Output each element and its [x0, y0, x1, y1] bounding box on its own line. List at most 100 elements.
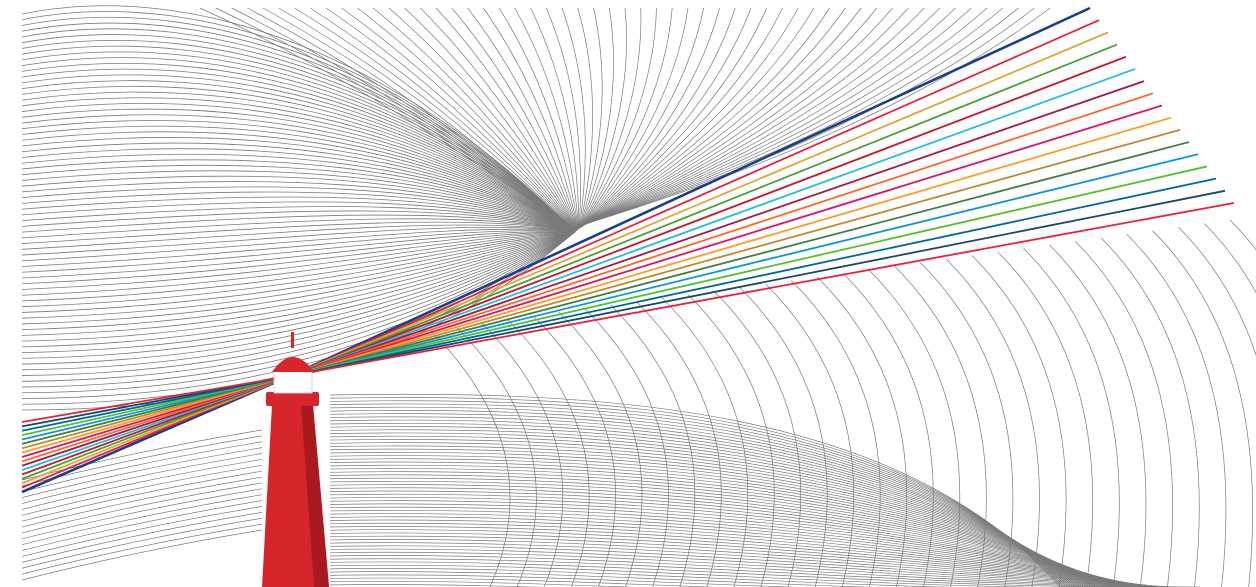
background-line	[329, 510, 1146, 587]
background-line	[21, 164, 576, 233]
background-line	[435, 7, 579, 230]
background-line	[329, 487, 1129, 587]
lighthouse	[262, 332, 329, 587]
background-line	[21, 529, 263, 581]
background-line	[329, 500, 1139, 587]
background-line	[579, 7, 614, 229]
background-line	[558, 312, 643, 587]
background-line	[429, 329, 511, 587]
background-line	[580, 7, 689, 228]
background-line	[584, 7, 1019, 225]
background-line	[582, 7, 862, 227]
background-line	[21, 85, 576, 233]
background-line	[582, 7, 893, 226]
background-line	[1100, 237, 1200, 587]
background-line	[329, 458, 1108, 587]
background-line	[21, 62, 576, 233]
background-line	[1178, 226, 1256, 357]
background-line	[530, 7, 580, 229]
background-line	[309, 7, 577, 232]
lighthouse-lantern-room	[273, 369, 313, 394]
background-line	[21, 231, 576, 319]
background-line	[580, 7, 657, 228]
background-line	[329, 555, 1179, 587]
background-line	[971, 255, 1067, 587]
background-line	[329, 429, 1087, 587]
background-line	[21, 459, 263, 510]
background-line	[920, 262, 1014, 587]
background-line	[21, 224, 576, 250]
background-line	[842, 272, 934, 587]
background-line	[687, 294, 775, 587]
background-line	[329, 526, 1158, 587]
background-line	[329, 480, 1125, 587]
background-line	[583, 7, 941, 226]
background-line	[231, 7, 576, 232]
background-line	[21, 153, 576, 233]
background-line	[662, 297, 749, 587]
background-line	[21, 231, 576, 308]
background-line	[329, 477, 1122, 587]
background-line	[21, 231, 576, 388]
background-line	[21, 170, 576, 233]
background-line	[329, 548, 1174, 587]
background-line	[21, 231, 576, 342]
background-line	[329, 445, 1099, 587]
background-line	[21, 45, 576, 233]
background-line	[739, 287, 828, 587]
background-line	[582, 7, 846, 227]
background-line	[579, 7, 603, 229]
background-line	[21, 464, 263, 516]
background-line	[582, 7, 830, 227]
background-line	[21, 231, 576, 348]
background-line	[247, 7, 576, 232]
background-line	[388, 7, 578, 231]
background-line	[21, 175, 576, 233]
background-line	[21, 51, 576, 233]
background-line	[580, 7, 673, 228]
background-line	[1126, 233, 1227, 587]
background-line	[581, 7, 752, 228]
background-line	[21, 210, 576, 233]
background-line	[21, 120, 576, 233]
background-line	[21, 142, 576, 233]
background-line	[329, 455, 1106, 587]
background-line	[21, 108, 576, 233]
background-line	[21, 429, 263, 481]
background-line	[329, 426, 1084, 587]
background-line	[21, 97, 576, 233]
background-line	[451, 7, 579, 230]
background-line	[21, 137, 576, 233]
background-line	[21, 231, 576, 382]
background-line	[21, 218, 576, 239]
background-line	[357, 7, 578, 231]
background-line	[945, 258, 1040, 587]
background-line	[329, 497, 1137, 587]
background-line	[21, 441, 263, 493]
background-line	[507, 319, 590, 587]
background-line	[997, 251, 1094, 587]
background-line	[329, 484, 1127, 587]
background-line	[278, 7, 577, 232]
background-line	[329, 580, 1198, 587]
background-line	[329, 513, 1148, 587]
background-line	[1049, 244, 1147, 587]
background-line	[21, 191, 576, 233]
background-line	[21, 74, 576, 233]
background-line	[199, 7, 576, 233]
background-line	[1074, 241, 1173, 587]
background-line	[584, 7, 1051, 225]
background-line	[481, 322, 564, 587]
background-line	[329, 519, 1153, 587]
background-line	[21, 231, 576, 296]
background-line	[329, 571, 1191, 587]
background-line	[329, 474, 1120, 587]
background-line	[21, 512, 263, 563]
background-line	[21, 186, 576, 233]
background-line	[329, 568, 1189, 587]
background-line	[262, 7, 576, 232]
background-line	[329, 448, 1101, 587]
lighthouse-gallery	[266, 392, 319, 406]
background-line	[21, 159, 576, 233]
